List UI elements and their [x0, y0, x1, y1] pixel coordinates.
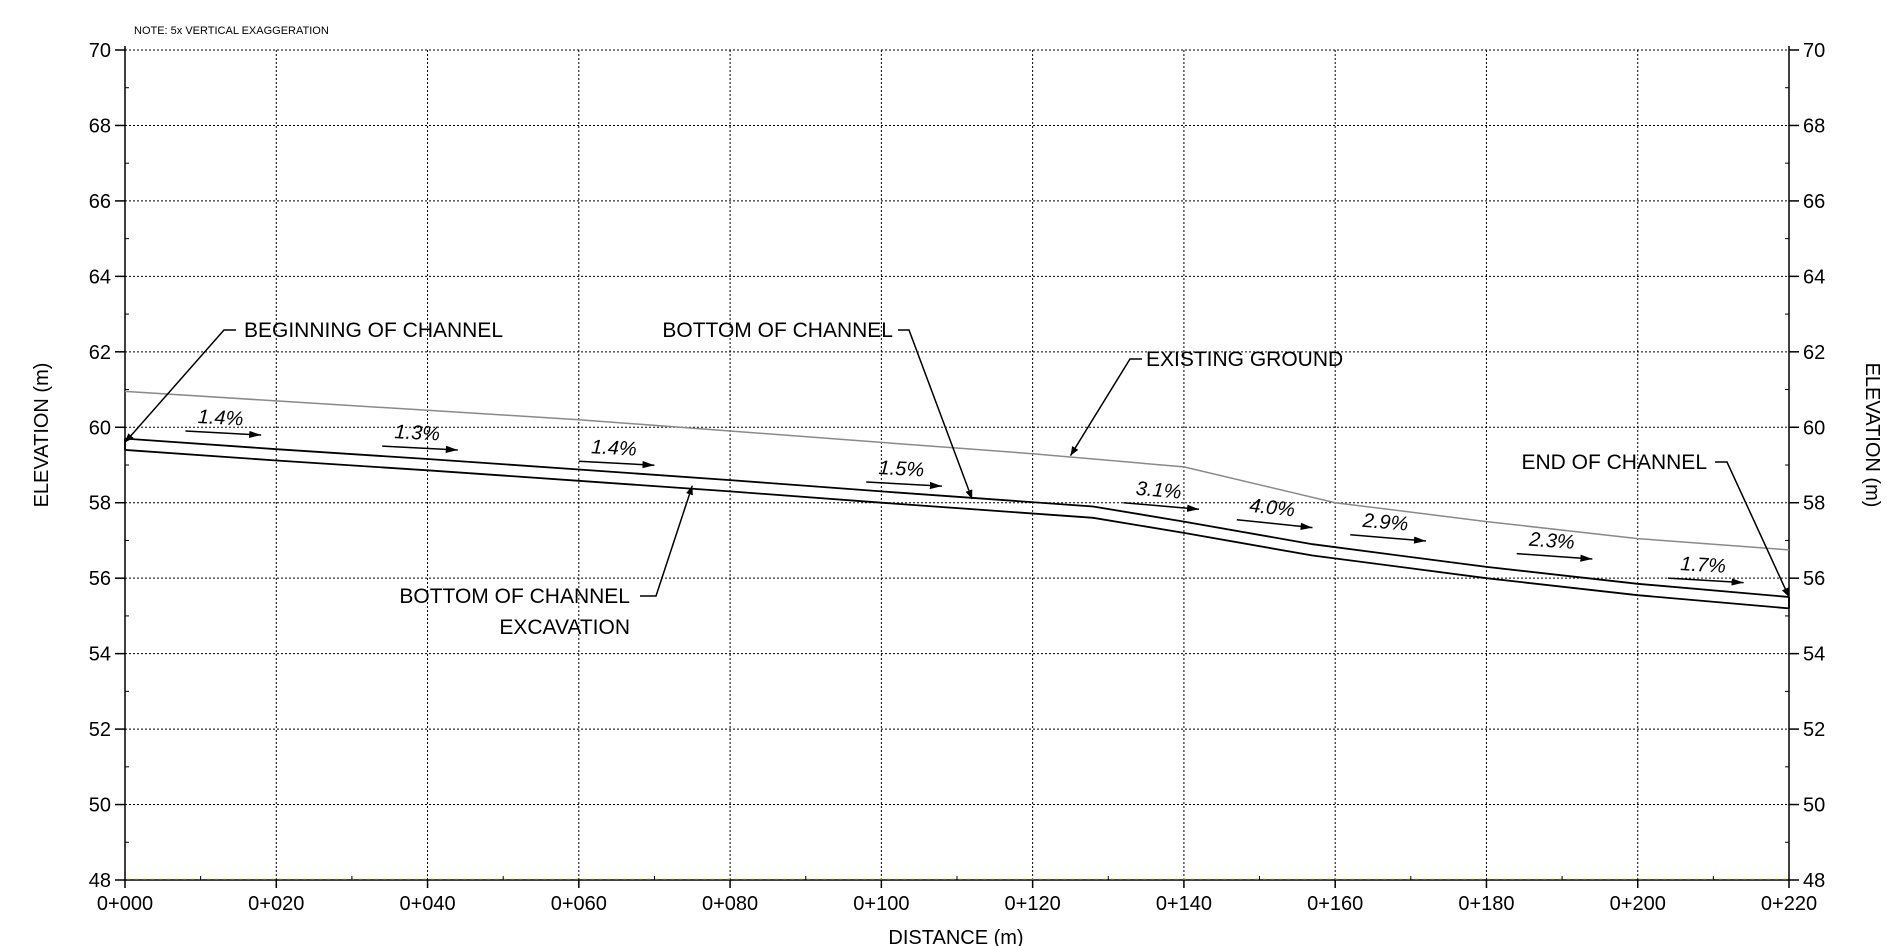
y-tick-label-left: 58	[89, 493, 111, 515]
y-tick-label-left: 64	[89, 266, 111, 288]
profile-lines	[124, 390, 1790, 610]
slope-arrow	[1667, 577, 1744, 586]
x-tick-label: 0+040	[399, 893, 455, 915]
callout-leader	[898, 329, 973, 500]
y-tick-label-right: 50	[1803, 795, 1825, 817]
x-tick-label: 0+000	[97, 893, 153, 915]
y-tick-label-left: 66	[89, 191, 111, 213]
y-tick-label-left: 48	[89, 870, 111, 892]
callout-leader	[640, 485, 694, 597]
x-tick-label: 0+060	[551, 893, 607, 915]
y-tick-label-left: 70	[89, 40, 111, 62]
y-tick-label-right: 54	[1803, 644, 1825, 666]
slope-arrow	[382, 445, 458, 453]
slope-label: 4.0%	[1248, 495, 1296, 522]
slope-arrow	[578, 460, 655, 469]
slope-label: 1.4%	[591, 436, 638, 460]
y-tick-label-left: 60	[89, 417, 111, 439]
x-axis-title: DISTANCE (m)	[888, 927, 1023, 946]
y-axis-title-left: ELEVATION (m)	[31, 363, 53, 508]
y-tick-label-right: 52	[1803, 719, 1825, 741]
slope-label: 1.3%	[394, 421, 441, 445]
x-tick-label: 0+120	[1005, 893, 1061, 915]
x-tick-label: 0+200	[1610, 893, 1666, 915]
y-tick-label-right: 66	[1803, 191, 1825, 213]
series-line-existing-ground	[124, 390, 1790, 551]
callout-leader	[1715, 461, 1790, 598]
tick-labels: 48 48 50 50 52 52 54 54 56 56 58 58 60 60 62 62 64 64 66 66…	[89, 40, 1826, 915]
y-tick-label-right: 48	[1803, 870, 1825, 892]
callout-label: BOTTOM OF CHANNEL	[399, 585, 630, 608]
callout-label: BEGINNING OF CHANNEL	[244, 319, 503, 342]
callout-label: BOTTOM OF CHANNEL	[662, 319, 893, 342]
axes	[115, 46, 1799, 888]
y-tick-label-right: 70	[1803, 40, 1825, 62]
x-tick-label: 0+180	[1458, 893, 1514, 915]
x-tick-label: 0+100	[853, 893, 909, 915]
y-tick-label-right: 60	[1803, 417, 1825, 439]
slope-arrow	[1516, 552, 1593, 562]
series-line-bottom-of-channel	[124, 437, 1790, 598]
y-tick-label-left: 54	[89, 644, 111, 666]
grid	[125, 49, 1789, 880]
slope-label: 2.9%	[1361, 510, 1409, 536]
series-line-bottom-of-channel-excavation	[124, 449, 1790, 610]
chart-note: NOTE: 5x VERTICAL EXAGGERATION	[134, 25, 329, 37]
callout-leader	[124, 329, 236, 443]
y-tick-label-left: 56	[89, 568, 111, 590]
callout-label: END OF CHANNEL	[1521, 451, 1707, 474]
callouts: BEGINNING OF CHANNEL BOTTOM OF CHANNEL EXI…	[124, 319, 1790, 639]
callout-label: EXISTING GROUND	[1146, 348, 1343, 371]
callout-leader	[1069, 358, 1142, 456]
y-tick-label-left: 50	[89, 795, 111, 817]
slope-label: 3.1%	[1135, 478, 1182, 504]
x-tick-label: 0+220	[1761, 893, 1817, 915]
slope-label: 2.3%	[1527, 529, 1575, 554]
y-tick-label-left: 68	[89, 115, 111, 137]
y-tick-label-right: 64	[1803, 266, 1825, 288]
slope-label: 1.5%	[878, 457, 925, 481]
y-axis-title-right: ELEVATION (m)	[1861, 363, 1883, 508]
y-tick-label-right: 62	[1803, 342, 1825, 364]
slope-arrow	[185, 430, 262, 439]
slope-arrow	[1123, 501, 1200, 512]
x-tick-label: 0+080	[702, 893, 758, 915]
x-tick-label: 0+020	[248, 893, 304, 915]
x-tick-label: 0+140	[1156, 893, 1212, 915]
y-tick-label-right: 56	[1803, 568, 1825, 590]
y-tick-label-left: 52	[89, 719, 111, 741]
x-tick-label: 0+160	[1307, 893, 1363, 915]
callout-label-line-2: EXCAVATION	[499, 616, 630, 639]
y-tick-label-right: 58	[1803, 493, 1825, 515]
slope-arrow	[1236, 518, 1313, 530]
slope-label: 1.7%	[1680, 553, 1727, 578]
slope-arrow	[1350, 534, 1427, 544]
slope-labels: 1.4% 1.3% 1.4% 1.5% 3.1% 4.0% 2.9% 2.3% 1.7%	[185, 406, 1744, 586]
slope-arrow	[866, 481, 942, 490]
slope-label: 1.4%	[197, 406, 244, 430]
y-tick-label-right: 68	[1803, 115, 1825, 137]
y-tick-label-left: 62	[89, 342, 111, 364]
